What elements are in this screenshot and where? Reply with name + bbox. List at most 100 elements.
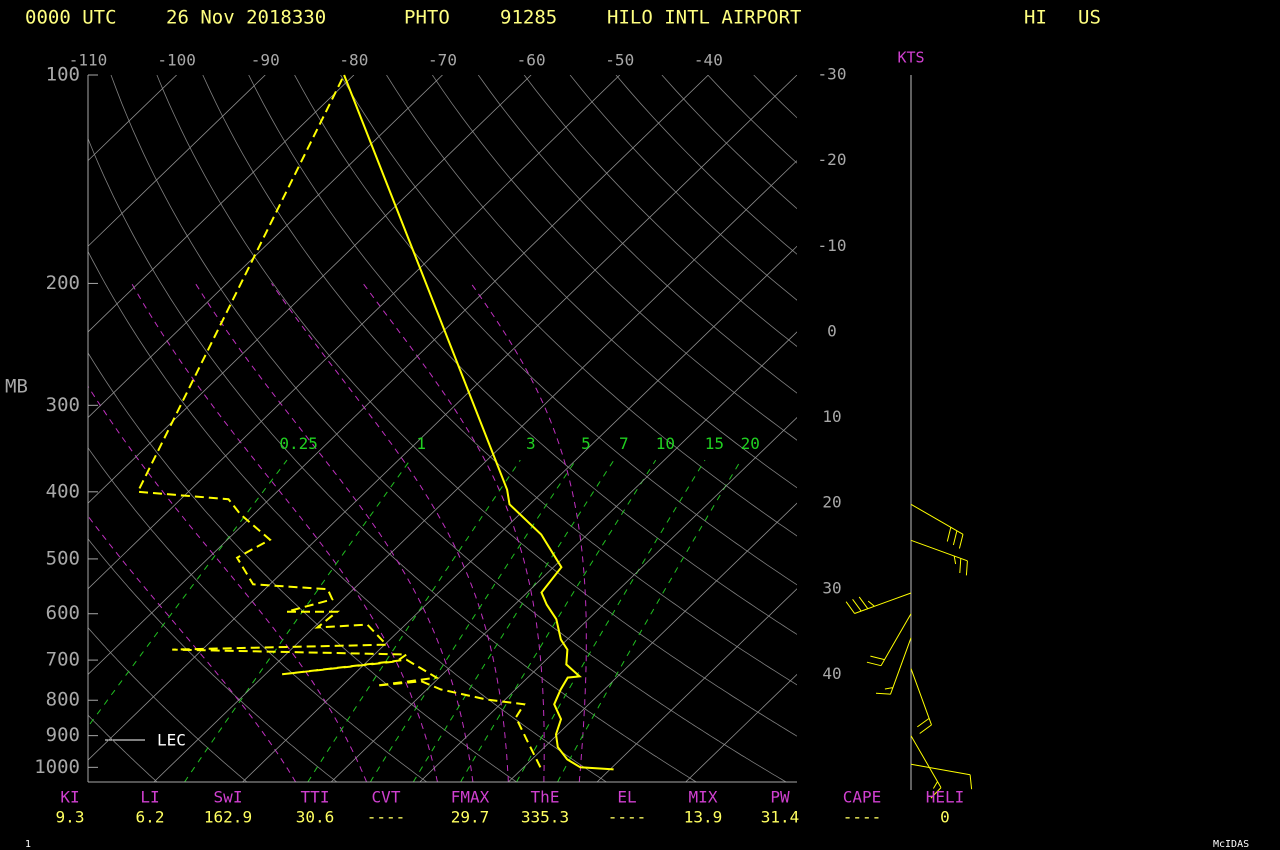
isotherm [508,502,797,782]
dry-adiabat [156,75,797,737]
isotherm [88,75,621,590]
x-tick-label-right: 20 [822,493,841,512]
index-value: 6.2 [136,808,165,827]
index-value: 13.9 [684,808,723,827]
mixing-ratio-label: 0.25 [279,434,318,453]
dry-adiabat [88,447,427,782]
index-name: LI [140,788,159,807]
x-tick-label-top: -100 [157,51,196,70]
background-lines [0,75,1280,782]
dry-adiabat [88,250,607,782]
footer-software: McIDAS [1213,839,1249,850]
isotherm [419,416,797,782]
dry-adiabat [569,75,797,301]
isotherm [88,75,355,333]
dry-adiabat [202,75,797,686]
index-name: CVT [372,788,401,807]
index-value: 31.4 [761,808,800,827]
mixing-ratio-label: 15 [705,434,724,453]
dry-adiabat [88,714,158,782]
dry-adiabat [615,75,797,255]
y-tick-label: 200 [46,272,80,294]
x-tick-label-top: -90 [251,51,280,70]
dry-adiabat [386,75,797,489]
index-value: 335.3 [521,808,569,827]
moist-adiabat [88,385,368,782]
y-axis-label: MB [5,376,28,398]
dry-adiabat [88,137,697,782]
x-tick-label-right: -10 [818,236,847,255]
mixing-ratio-line [557,459,742,782]
y-tick-label: 300 [46,394,80,416]
y-tick-label: 1000 [34,756,80,778]
dry-adiabat [294,75,797,586]
x-tick-label-right: 30 [822,578,841,597]
moist-adiabat [362,283,545,782]
wind-unit: KTS [897,49,924,67]
legend-label: LEC [157,731,186,750]
isotherm [88,75,89,76]
wind-barb [910,668,932,734]
x-tick-label-right: 0 [827,321,837,340]
index-value: ---- [843,808,882,827]
dry-adiabat [661,75,797,210]
y-tick-label: 800 [46,689,80,711]
index-name: MIX [689,788,718,807]
y-tick-label: 400 [46,480,80,502]
isotherm [88,75,532,504]
index-name: SwI [214,788,243,807]
dry-adiabat [88,538,338,782]
index-value: ---- [367,808,406,827]
isotherm [88,75,797,761]
y-tick-label: 900 [46,724,80,746]
header-station-name: HILO INTL AIRPORT [607,7,801,29]
index-value: ---- [608,808,647,827]
isotherm [242,245,797,782]
dry-adiabat [88,627,248,782]
isotherm [685,673,797,782]
dry-adiabat [340,75,797,537]
mixing-ratio-line [184,459,411,782]
mixing-ratio-label: 7 [619,434,629,453]
index-name: CAPE [843,788,882,807]
dry-adiabat [477,75,797,394]
mixing-ratio-label: 3 [526,434,536,453]
index-value: 30.6 [296,808,335,827]
header-wmo-id: 91285 [500,7,557,29]
isotherm [88,75,709,675]
dry-adiabat [0,75,67,782]
isotherm [88,75,266,247]
index-name: HELI [926,788,965,807]
x-tick-label-top: -80 [339,51,368,70]
header-country: US [1078,7,1101,29]
moist-adiabat [88,515,297,782]
dry-adiabat [110,75,787,782]
isotherm [88,75,443,419]
x-tick-label-top: -110 [69,51,108,70]
x-tick-label-top: -40 [694,51,723,70]
header-state: HI [1024,7,1047,29]
dry-adiabat [800,75,1280,782]
index-name: EL [617,788,636,807]
wind-barb [866,613,912,667]
dry-adiabat [523,75,797,347]
moist-adiabat [194,283,474,782]
dry-adiabat [707,75,797,164]
wind-barb [910,539,968,576]
index-name: ThE [531,788,560,807]
y-tick-label: 100 [46,64,80,86]
wind-barb [910,763,973,790]
isotherm [596,588,797,782]
header-date: 26 Nov 2018330 [166,7,326,29]
mixing-ratio-line [516,459,706,782]
index-name: KI [60,788,79,807]
y-tick-label: 500 [46,547,80,569]
mixing-ratio-line [460,459,657,782]
mixing-ratio-line [88,459,288,728]
moist-adiabat [131,283,438,782]
index-name: FMAX [451,788,490,807]
wind-barb [910,503,964,549]
isotherm [153,160,797,782]
mixing-ratio-line [412,459,615,782]
